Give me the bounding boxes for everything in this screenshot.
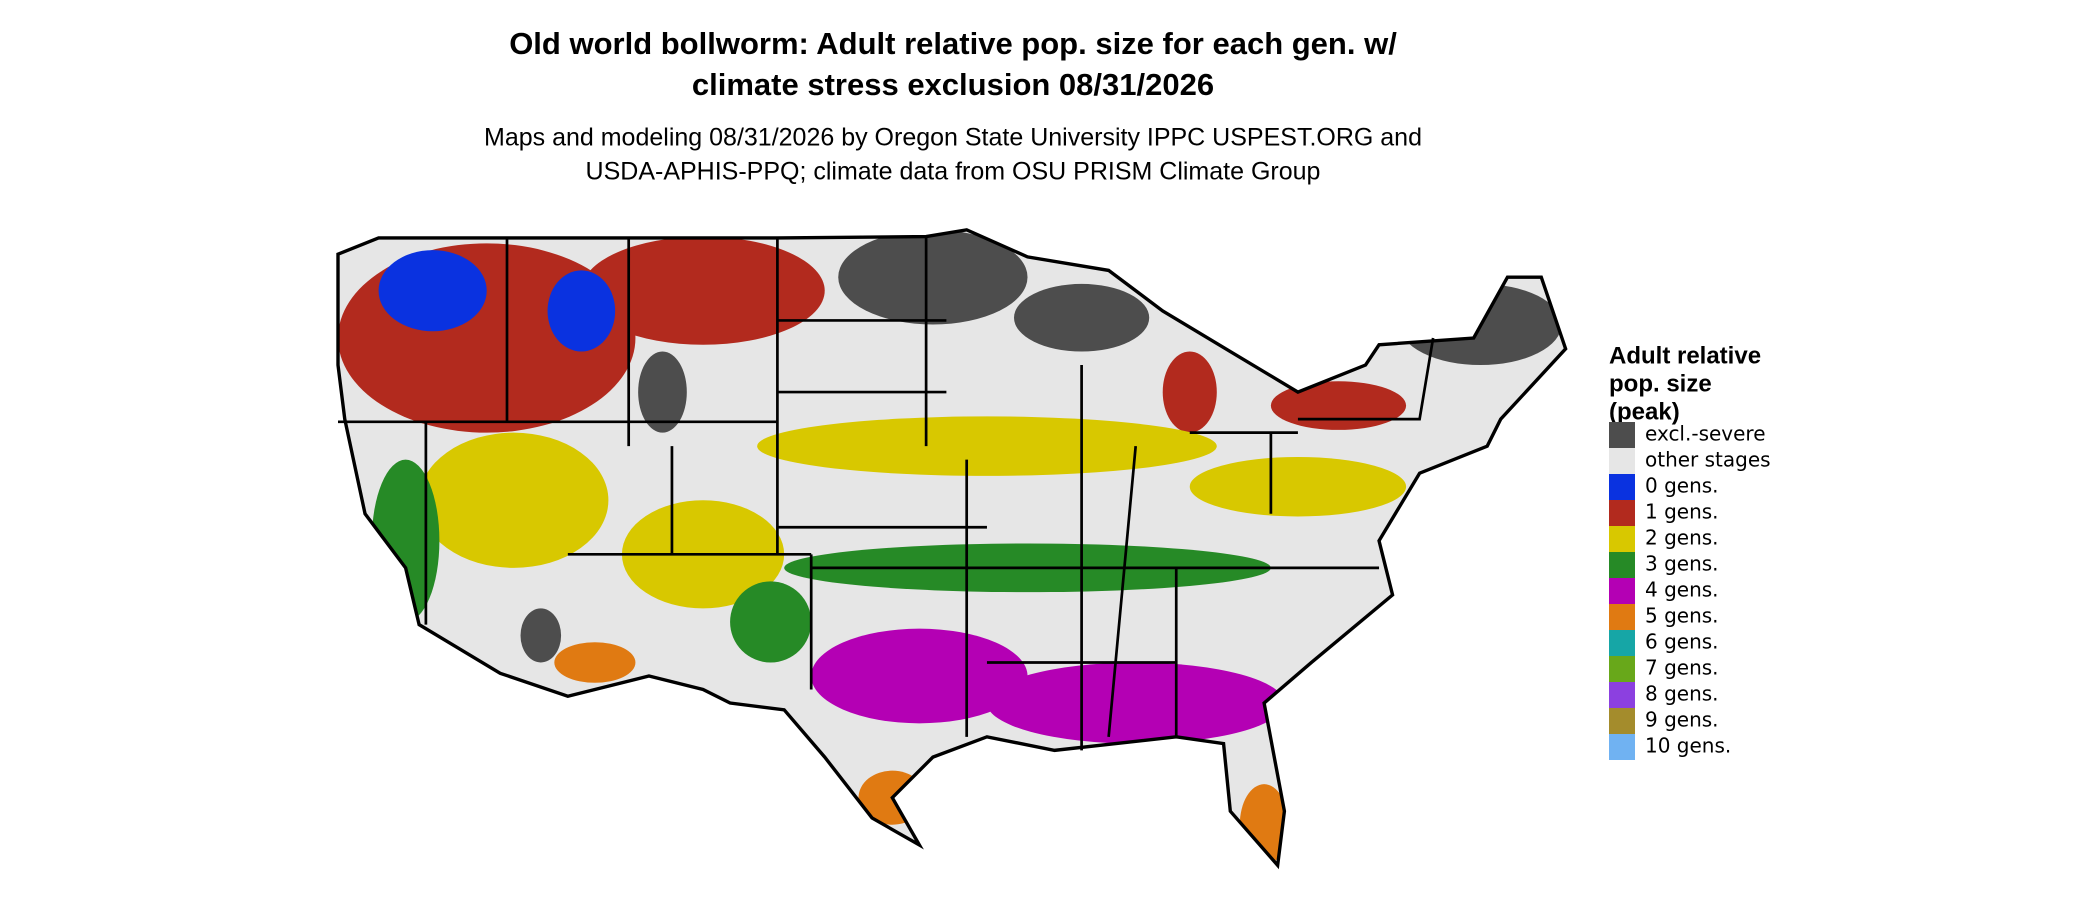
legend-swatch	[1609, 552, 1635, 578]
legend-label: excl.-severe	[1645, 422, 1766, 446]
title-line: Old world bollworm: Adult relative pop. …	[509, 26, 1397, 61]
legend-label: 0 gens.	[1645, 474, 1719, 498]
legend-label: 5 gens.	[1645, 604, 1719, 628]
map-zones	[338, 229, 1562, 866]
legend-swatch	[1609, 734, 1635, 760]
legend-label: 9 gens.	[1645, 708, 1719, 732]
legend-label: 2 gens.	[1645, 526, 1719, 550]
zone	[1014, 283, 1150, 352]
legend-swatch	[1609, 448, 1635, 474]
legend-title: Adult relative	[1609, 342, 1761, 369]
legend-swatch	[1609, 682, 1635, 708]
legend-label: 7 gens.	[1645, 656, 1719, 680]
map	[336, 228, 1568, 870]
legend-swatch	[1609, 708, 1635, 734]
legend-label: 10 gens.	[1645, 734, 1731, 758]
zone	[378, 250, 487, 332]
legend-label: 3 gens.	[1645, 552, 1719, 576]
zone	[986, 662, 1285, 744]
zone	[638, 351, 687, 433]
zone	[554, 642, 636, 683]
legend-label: 1 gens.	[1645, 500, 1719, 524]
subtitle-line: USDA-APHIS-PPQ; climate data from OSU PR…	[586, 158, 1321, 186]
legend-title: pop. size	[1609, 370, 1712, 397]
legend-swatch	[1609, 656, 1635, 682]
legend-label: 8 gens.	[1645, 682, 1719, 706]
state-borders	[337, 236, 1435, 751]
zone	[730, 581, 812, 663]
legend-swatch	[1609, 578, 1635, 604]
legend-swatch	[1609, 630, 1635, 656]
legend-title: (peak)	[1609, 398, 1680, 425]
zone	[581, 236, 825, 345]
zone	[757, 416, 1217, 476]
zone	[419, 432, 609, 568]
outline	[336, 228, 1568, 870]
zone	[838, 229, 1028, 325]
legend-swatch	[1609, 422, 1635, 448]
legend-swatch	[1609, 474, 1635, 500]
zone	[811, 628, 1028, 724]
legend-swatch	[1609, 500, 1635, 526]
zone	[1189, 456, 1407, 517]
title-line: climate stress exclusion 08/31/2026	[692, 67, 1214, 102]
legend-swatch	[1609, 526, 1635, 552]
zone	[371, 459, 440, 622]
zone	[520, 608, 562, 663]
legend-label: other stages	[1645, 448, 1771, 472]
zone	[1162, 351, 1217, 433]
legend-label: 6 gens.	[1645, 630, 1719, 654]
legend-swatch	[1609, 604, 1635, 630]
legend-label: 4 gens.	[1645, 578, 1719, 602]
subtitle-line: Maps and modeling 08/31/2026 by Oregon S…	[484, 124, 1422, 152]
zone	[547, 270, 616, 352]
